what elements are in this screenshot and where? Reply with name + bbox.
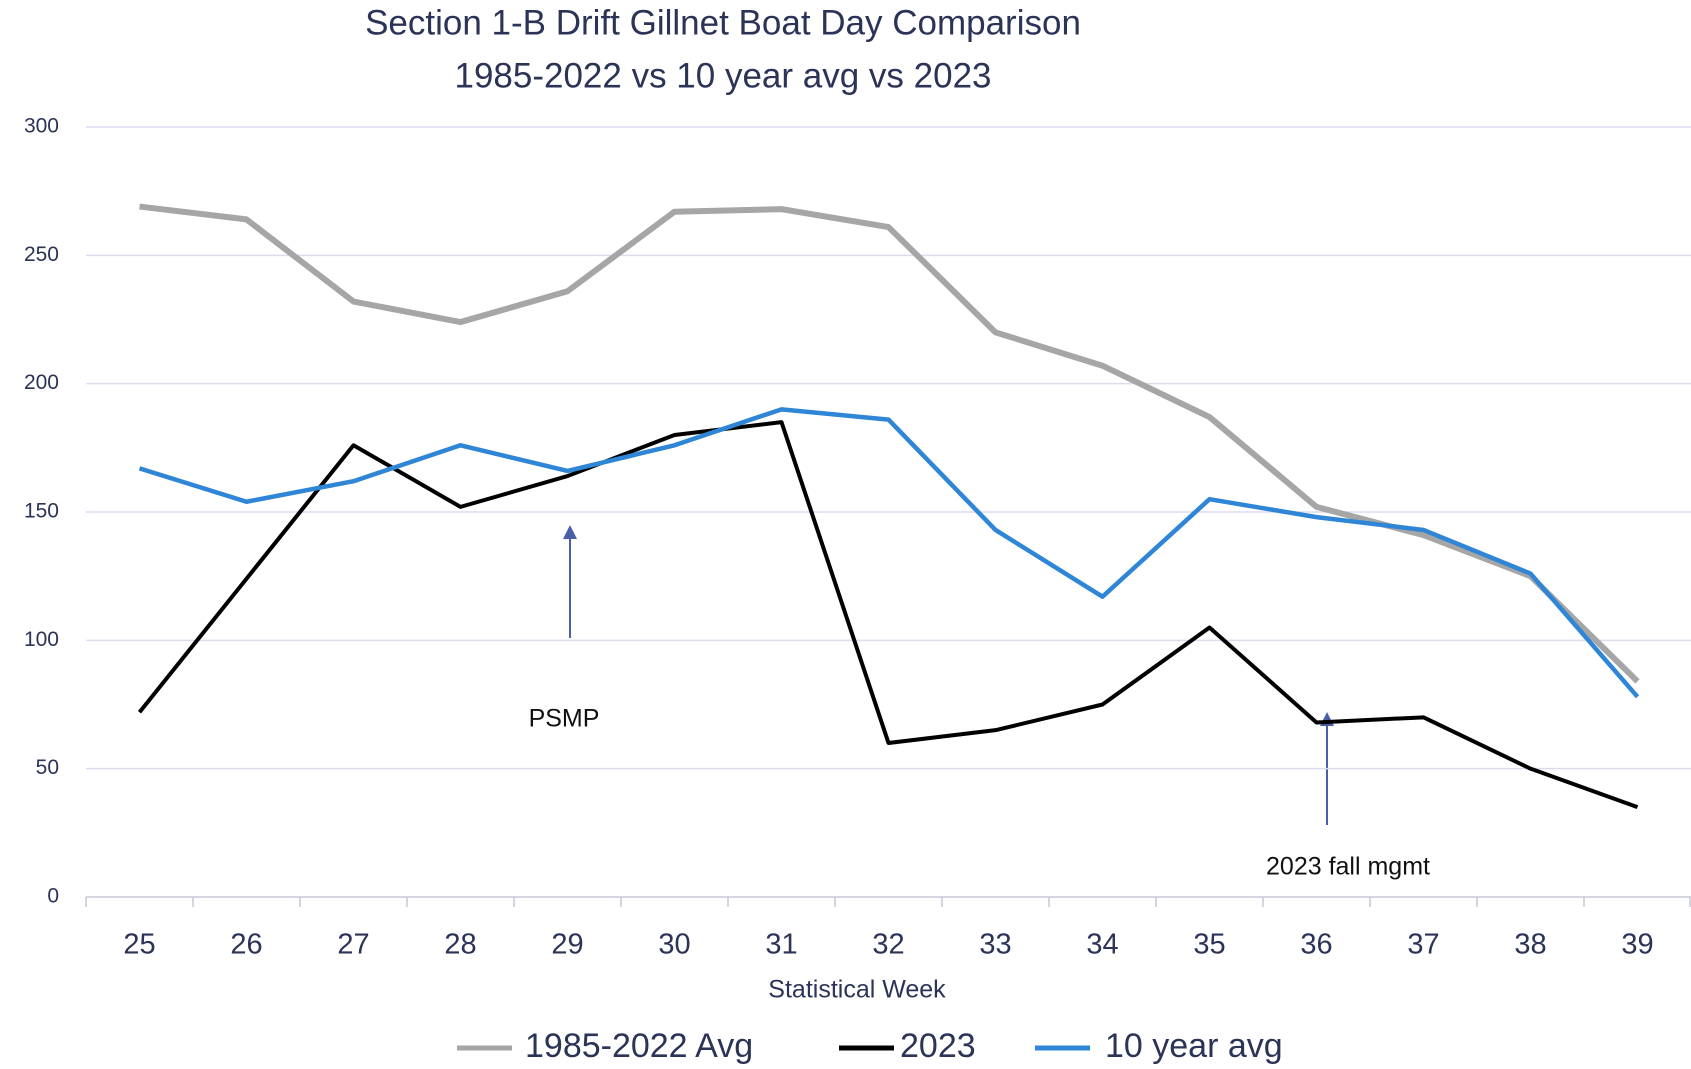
x-tick-label: 27 bbox=[337, 929, 369, 961]
x-tick-label: 28 bbox=[444, 929, 476, 961]
x-tick-label: 36 bbox=[1300, 929, 1332, 961]
x-tick-label: 30 bbox=[658, 929, 690, 961]
x-tick-label: 37 bbox=[1407, 929, 1439, 961]
legend-label: 10 year avg bbox=[1105, 1027, 1283, 1065]
annotation: 2023 fall mgmt bbox=[1266, 853, 1430, 881]
y-tick-label: 250 bbox=[24, 243, 59, 266]
y-tick-label: 100 bbox=[24, 628, 59, 651]
x-tick-label: 31 bbox=[765, 929, 797, 961]
chart-subtitle: 1985-2022 vs 10 year avg vs 2023 bbox=[454, 56, 991, 95]
y-tick-label: 300 bbox=[24, 115, 59, 138]
x-tick-label: 35 bbox=[1193, 929, 1225, 961]
x-tick-label: 32 bbox=[872, 929, 904, 961]
y-tick-label: 0 bbox=[47, 885, 59, 908]
x-tick-label: 33 bbox=[979, 929, 1011, 961]
x-tick-label: 38 bbox=[1514, 929, 1546, 961]
legend-label: 2023 bbox=[900, 1027, 976, 1065]
x-axis-title: Statistical Week bbox=[768, 976, 946, 1004]
y-tick-label: 150 bbox=[24, 500, 59, 523]
x-tick-label: 29 bbox=[551, 929, 583, 961]
series-line bbox=[139, 203, 1640, 684]
annotation: PSMP bbox=[529, 705, 600, 733]
series-line bbox=[137, 420, 1639, 810]
x-tick-label: 34 bbox=[1086, 929, 1118, 961]
series-line bbox=[138, 407, 1640, 699]
y-tick-label: 50 bbox=[36, 756, 59, 779]
chart-title: Section 1-B Drift Gillnet Boat Day Compa… bbox=[365, 3, 1081, 42]
x-tick-label: 26 bbox=[230, 929, 262, 961]
x-tick-label: 25 bbox=[123, 929, 155, 961]
x-tick-label: 39 bbox=[1621, 929, 1653, 961]
legend-label: 1985-2022 Avg bbox=[525, 1027, 753, 1065]
y-tick-label: 200 bbox=[24, 371, 59, 394]
